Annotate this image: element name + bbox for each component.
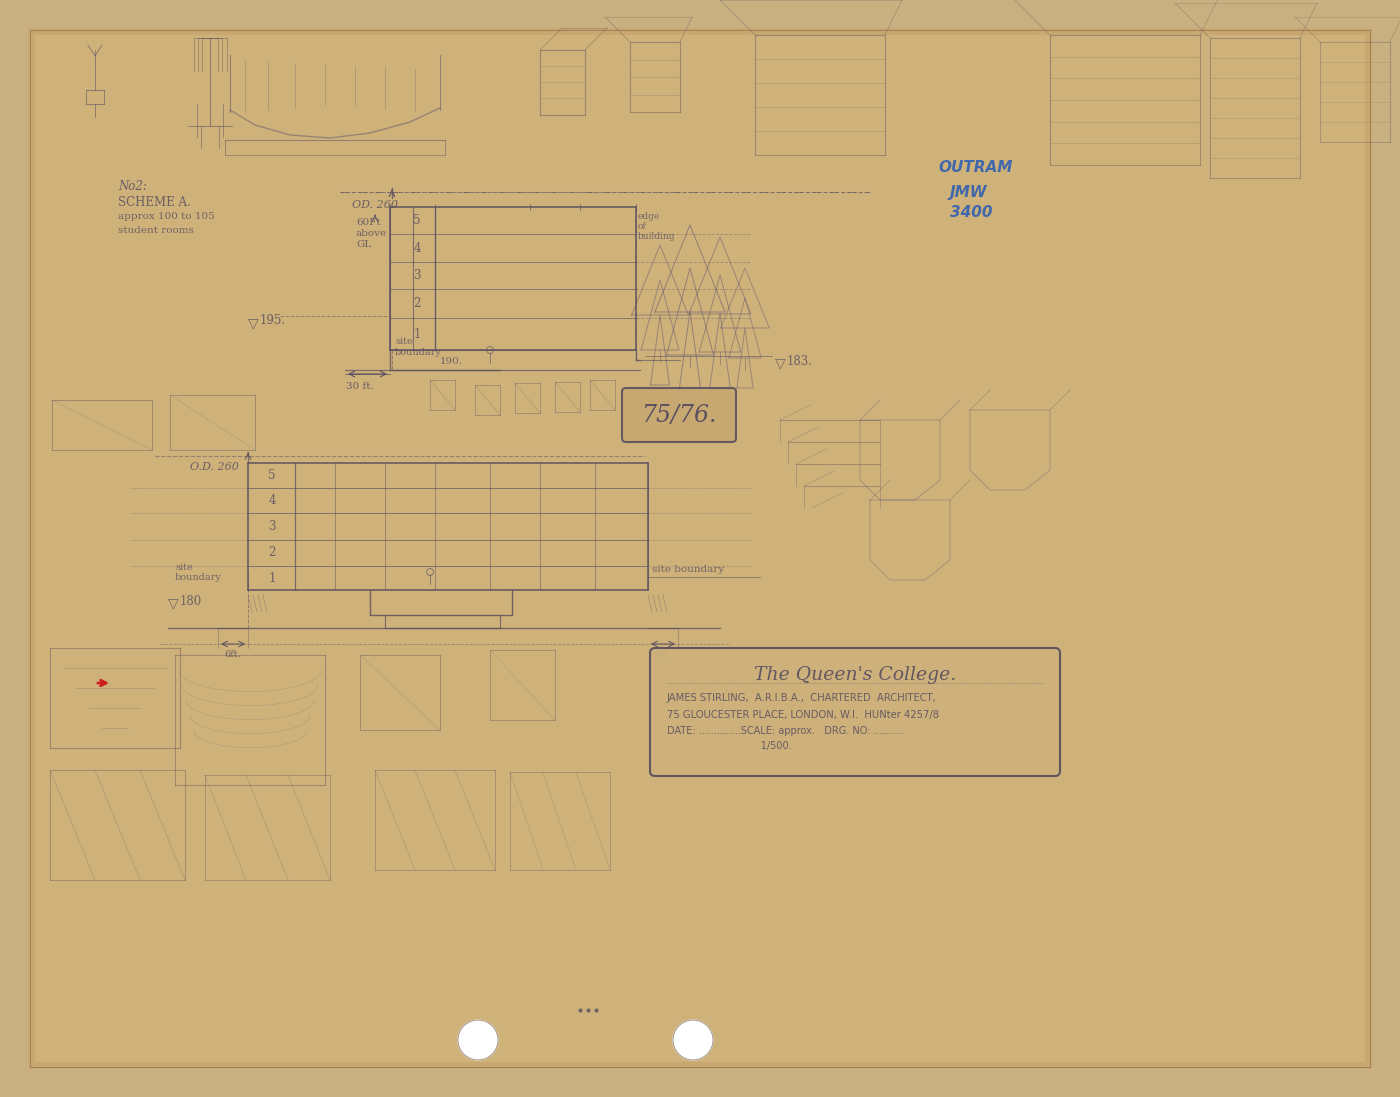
Text: 190.: 190.	[440, 357, 463, 366]
Text: boundary: boundary	[175, 573, 221, 583]
Text: 5: 5	[413, 214, 421, 227]
Text: JAMES STIRLING,  A.R.I.B.A.,  CHARTERED  ARCHITECT,: JAMES STIRLING, A.R.I.B.A., CHARTERED AR…	[666, 693, 937, 703]
Text: 6ft.: 6ft.	[655, 651, 672, 659]
Text: 1: 1	[269, 572, 276, 585]
FancyBboxPatch shape	[622, 388, 736, 442]
Text: 4: 4	[269, 494, 276, 507]
Text: edge: edge	[638, 212, 661, 220]
Text: 75/76.: 75/76.	[641, 404, 717, 427]
Text: 5: 5	[269, 470, 276, 482]
Text: ▽: ▽	[776, 357, 785, 370]
Text: 3: 3	[413, 269, 421, 282]
Text: No2:: No2:	[118, 180, 147, 193]
Circle shape	[458, 1020, 498, 1060]
Text: 1/500.: 1/500.	[666, 740, 791, 751]
Text: OUTRAM: OUTRAM	[938, 160, 1012, 176]
Text: 4: 4	[413, 241, 421, 255]
Text: 195.: 195.	[260, 314, 286, 327]
Text: ▽: ▽	[248, 316, 259, 330]
Text: student rooms: student rooms	[118, 226, 193, 235]
Text: 6ft.: 6ft.	[224, 651, 241, 659]
Text: 60Ft
above
GL: 60Ft above GL	[356, 218, 388, 249]
Text: site: site	[175, 563, 193, 572]
Text: O.D. 260: O.D. 260	[190, 462, 239, 472]
Text: OD. 260: OD. 260	[351, 200, 398, 210]
Text: site: site	[395, 337, 413, 346]
Text: building: building	[638, 231, 675, 241]
Text: The Queen's College.: The Queen's College.	[753, 666, 956, 685]
Text: ▽: ▽	[168, 596, 179, 610]
Text: of: of	[638, 222, 647, 231]
Text: 183.: 183.	[787, 355, 813, 367]
Text: SCHEME A.: SCHEME A.	[118, 196, 190, 210]
Text: 75 GLOUCESTER PLACE, LONDON, W.I.  HUNter 4257/8: 75 GLOUCESTER PLACE, LONDON, W.I. HUNter…	[666, 710, 939, 720]
Text: 180: 180	[181, 595, 202, 608]
Text: JMW: JMW	[951, 185, 987, 200]
Text: approx 100 to 105: approx 100 to 105	[118, 212, 214, 220]
Text: 2: 2	[413, 297, 420, 310]
Text: 30 ft.: 30 ft.	[346, 382, 374, 391]
Text: 1: 1	[413, 328, 420, 340]
Text: 2: 2	[269, 546, 276, 559]
Circle shape	[673, 1020, 713, 1060]
FancyBboxPatch shape	[650, 648, 1060, 776]
Text: DATE: ..............SCALE: approx.   DRG. NO: ..........: DATE: ..............SCALE: approx. DRG. …	[666, 726, 903, 736]
Text: site boundary: site boundary	[652, 565, 724, 574]
Text: 3: 3	[269, 520, 276, 533]
Text: 3400: 3400	[951, 205, 993, 220]
Text: boundary: boundary	[395, 348, 442, 357]
